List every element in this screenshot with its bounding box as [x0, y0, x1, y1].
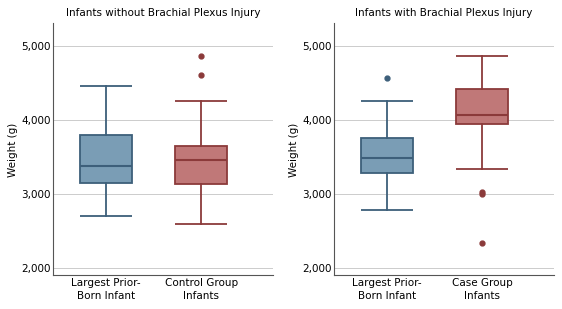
Bar — [361, 138, 413, 173]
Title: Infants without Brachial Plexus Injury: Infants without Brachial Plexus Injury — [66, 8, 260, 18]
Bar — [456, 89, 509, 124]
Y-axis label: Weight (g): Weight (g) — [289, 122, 300, 176]
Bar — [80, 134, 132, 183]
Title: Infants with Brachial Plexus Injury: Infants with Brachial Plexus Injury — [355, 8, 533, 18]
Y-axis label: Weight (g): Weight (g) — [8, 122, 19, 176]
Bar — [175, 146, 228, 184]
